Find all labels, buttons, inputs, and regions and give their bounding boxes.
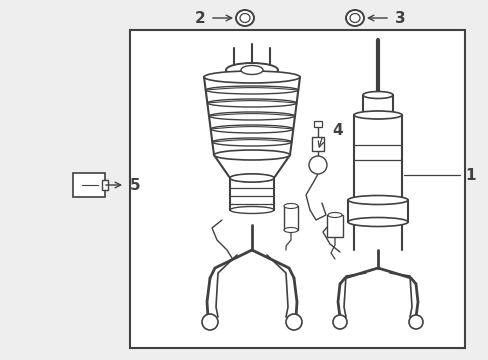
Ellipse shape (284, 203, 297, 208)
Ellipse shape (353, 111, 401, 119)
Bar (326, 215, 342, 237)
Circle shape (202, 314, 218, 330)
FancyBboxPatch shape (73, 173, 105, 197)
Ellipse shape (212, 138, 291, 146)
Ellipse shape (229, 207, 273, 213)
Text: 2: 2 (194, 10, 204, 26)
Ellipse shape (241, 66, 263, 75)
Bar (284, 206, 297, 230)
Bar (311, 137, 324, 151)
Text: 3: 3 (394, 10, 405, 26)
Ellipse shape (208, 112, 294, 120)
Ellipse shape (347, 217, 407, 226)
Ellipse shape (207, 99, 296, 107)
Ellipse shape (236, 10, 253, 26)
Ellipse shape (353, 196, 401, 204)
Circle shape (332, 315, 346, 329)
Ellipse shape (327, 212, 341, 217)
Ellipse shape (205, 86, 298, 94)
Text: 5: 5 (130, 177, 141, 193)
Text: 4: 4 (331, 122, 342, 138)
Bar (130, 30, 464, 348)
Ellipse shape (284, 228, 297, 233)
Ellipse shape (346, 10, 363, 26)
Circle shape (308, 156, 326, 174)
Bar (102, 180, 108, 190)
Ellipse shape (229, 174, 273, 182)
Ellipse shape (362, 112, 392, 118)
Ellipse shape (225, 63, 278, 77)
Ellipse shape (203, 71, 299, 83)
Ellipse shape (240, 14, 249, 23)
Ellipse shape (210, 125, 293, 133)
Circle shape (285, 314, 302, 330)
Ellipse shape (349, 14, 359, 23)
Ellipse shape (362, 91, 392, 99)
Ellipse shape (229, 174, 273, 182)
Bar (313, 121, 321, 127)
Text: 1: 1 (464, 167, 474, 183)
Circle shape (408, 315, 422, 329)
Ellipse shape (347, 195, 407, 204)
Ellipse shape (214, 150, 289, 160)
